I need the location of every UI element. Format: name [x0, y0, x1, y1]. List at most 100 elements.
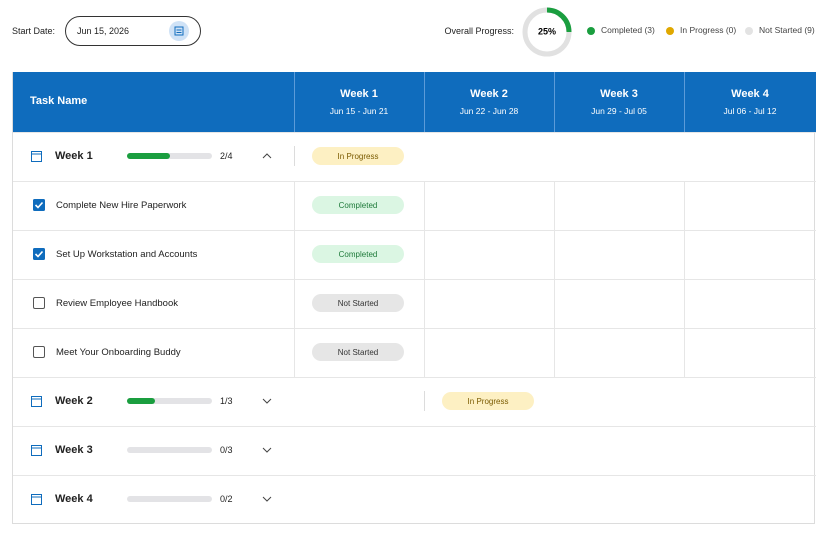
cell-border — [294, 181, 295, 230]
calendar-button[interactable] — [169, 21, 189, 41]
week-range: Jun 22 - Jun 28 — [459, 106, 519, 116]
group-name: Week 1 — [55, 150, 93, 162]
legend-dot — [666, 27, 674, 35]
cell-border — [424, 328, 425, 377]
week-title: Week 4 — [731, 88, 769, 100]
cell-border — [294, 230, 295, 279]
cell-border — [294, 279, 295, 328]
week-range: Jul 06 - Jul 12 — [723, 106, 777, 116]
week-title: Week 3 — [600, 88, 638, 100]
progress-fill — [127, 398, 156, 404]
checkbox-box — [33, 248, 45, 260]
week-header-border — [554, 72, 555, 132]
row-border — [13, 328, 816, 329]
progress-track — [127, 398, 212, 404]
cell-border — [684, 328, 685, 377]
status-pill: Completed — [312, 196, 404, 214]
legend-label: Completed (3) — [601, 25, 655, 35]
expand-chevron[interactable] — [262, 152, 272, 160]
cell-border — [424, 230, 425, 279]
expand-chevron[interactable] — [262, 495, 272, 503]
cell-border — [554, 328, 555, 377]
calendar-icon — [31, 445, 42, 456]
task-name: Complete New Hire Paperwork — [56, 200, 187, 211]
checkbox-box — [33, 346, 45, 358]
task-checkbox[interactable] — [33, 199, 45, 211]
cell-border — [684, 279, 685, 328]
legend-label: Not Started (9) — [759, 25, 815, 35]
status-pill: Not Started — [312, 343, 404, 361]
checkmark — [34, 250, 44, 258]
row-border — [13, 181, 816, 182]
cell-border — [554, 181, 555, 230]
task-name: Set Up Workstation and Accounts — [56, 249, 198, 260]
row-border — [13, 279, 816, 280]
row-border — [13, 475, 816, 476]
checkbox-box — [33, 199, 45, 211]
week-header-border — [684, 72, 685, 132]
progress-track — [127, 153, 212, 159]
task-checkbox[interactable] — [33, 248, 45, 260]
week-range: Jun 15 - Jun 21 — [329, 106, 389, 116]
donut-arc — [522, 7, 572, 57]
week-title: Week 1 — [340, 88, 378, 100]
progress-percent: 25% — [538, 26, 556, 36]
task-name: Meet Your Onboarding Buddy — [56, 347, 181, 358]
cell-divider — [294, 146, 295, 166]
chevron — [262, 153, 272, 159]
cell-border — [684, 181, 685, 230]
task-name: Review Employee Handbook — [56, 298, 178, 309]
checkbox-box — [33, 297, 45, 309]
date-value: Jun 15, 2026 — [77, 26, 130, 36]
row-border — [13, 230, 816, 231]
progress-track — [127, 496, 212, 502]
calendar-icon — [31, 494, 42, 505]
legend-label: In Progress (0) — [680, 25, 737, 35]
progress-count: 1/3 — [220, 396, 233, 406]
status-pill: In Progress — [312, 147, 404, 165]
calendar-icon — [31, 396, 42, 407]
group-name: Week 4 — [55, 493, 93, 505]
group-name: Week 2 — [55, 395, 93, 407]
cell-border — [684, 230, 685, 279]
chevron — [262, 447, 272, 453]
start-date-label: Start Date: — [12, 26, 56, 36]
cell-border — [554, 230, 555, 279]
row-border — [13, 132, 816, 133]
row-border — [13, 377, 816, 378]
task-table: Task Name Week 1 Jun 15 - Jun 21 Week 2 Jun… — [12, 72, 816, 524]
progress-count: 0/2 — [220, 494, 233, 504]
week-title: Week 2 — [470, 88, 508, 100]
cell-border — [424, 279, 425, 328]
progress-count: 2/4 — [220, 151, 233, 161]
icon-frame — [31, 151, 42, 162]
date-input[interactable]: Jun 15, 2026 — [65, 16, 201, 46]
week-header-border — [424, 72, 425, 132]
progress-fill — [127, 153, 170, 159]
expand-chevron[interactable] — [262, 446, 272, 454]
status-pill: Not Started — [312, 294, 404, 312]
task-checkbox[interactable] — [33, 297, 45, 309]
progress-track — [127, 447, 212, 453]
checkmark — [34, 201, 44, 209]
icon-frame — [31, 396, 42, 407]
progress-count: 0/3 — [220, 445, 233, 455]
table-header: Task Name — [13, 72, 816, 132]
week-header-border — [294, 72, 295, 132]
status-pill: Completed — [312, 245, 404, 263]
legend: Completed (3) In Progress (0) Not Started … — [587, 24, 839, 38]
progress-donut: 25% — [522, 7, 572, 57]
chevron — [262, 398, 272, 404]
row-border — [13, 426, 816, 427]
chevron — [262, 496, 272, 502]
task-checkbox[interactable] — [33, 346, 45, 358]
group-name: Week 3 — [55, 444, 93, 456]
cell-border — [294, 328, 295, 377]
icon-frame — [31, 494, 42, 505]
cell-divider — [424, 391, 425, 411]
cell-border — [424, 181, 425, 230]
expand-chevron[interactable] — [262, 397, 272, 405]
calendar-icon — [31, 151, 42, 162]
cell-border — [554, 279, 555, 328]
